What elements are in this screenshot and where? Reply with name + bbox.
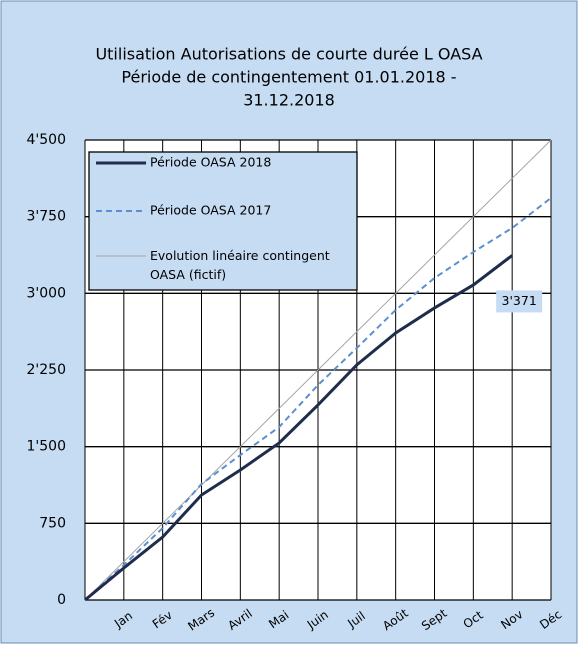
data-label-box xyxy=(496,290,543,313)
legend-label: Période OASA 2017 xyxy=(150,203,271,218)
y-tick-label: 0 xyxy=(57,592,66,608)
y-tick-label: 2'250 xyxy=(27,362,66,378)
y-tick-label: 3'000 xyxy=(27,285,66,301)
series-line xyxy=(84,254,514,602)
chart-title: Utilisation Autorisations de courte duré… xyxy=(95,45,482,64)
chart-title: Période de contingentement 01.01.2018 - xyxy=(121,68,456,87)
series-line xyxy=(84,197,552,601)
legend-label: Evolution linéaire contingent OASA (ficti… xyxy=(150,248,330,282)
y-tick-label: 3'750 xyxy=(27,209,66,225)
y-tick-label: 750 xyxy=(39,515,66,531)
series-line xyxy=(84,139,552,601)
legend-label-line: Evolution linéaire contingent xyxy=(150,248,330,263)
chart-title: 31.12.2018 xyxy=(243,91,335,110)
data-label: 3'371 xyxy=(502,293,537,308)
y-tick-label: 4'500 xyxy=(27,132,66,148)
legend-label: Période OASA 2018 xyxy=(150,155,271,170)
legend xyxy=(88,151,358,291)
legend-label-line: OASA (fictif) xyxy=(150,267,226,282)
y-tick-label: 1'500 xyxy=(27,439,66,455)
